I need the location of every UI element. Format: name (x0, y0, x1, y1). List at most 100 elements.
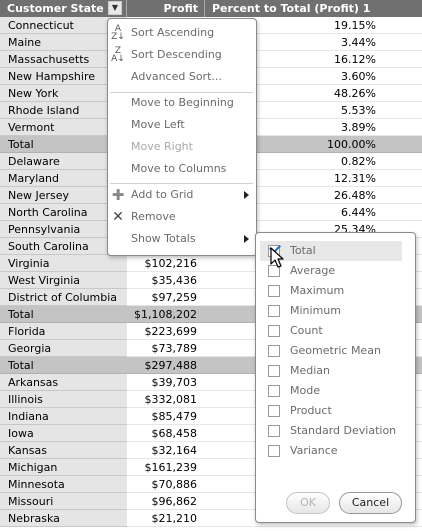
profit-cell: $297,488 (127, 357, 205, 374)
row-header-cell[interactable]: Indiana (0, 408, 127, 425)
profit-cell: $223,699 (127, 323, 205, 340)
row-header-cell[interactable]: Florida (0, 323, 127, 340)
totals-option-variance[interactable]: Variance (256, 441, 415, 461)
menu-item-show-totals[interactable]: Show Totals (108, 228, 256, 250)
row-header-cell[interactable]: Connecticut (0, 17, 127, 34)
option-label: Count (290, 324, 323, 337)
percent-cell: 100.00% (205, 136, 422, 153)
row-header-cell[interactable]: New Hampshire (0, 68, 127, 85)
row-header-cell[interactable]: Vermont (0, 119, 127, 136)
checkbox[interactable] (268, 405, 280, 417)
column-header-profit[interactable]: Profit (127, 0, 205, 17)
totals-option-median[interactable]: Median (256, 361, 415, 381)
option-label: Variance (290, 444, 338, 457)
profit-cell: $161,239 (127, 459, 205, 476)
menu-item-sort-ascending[interactable]: A Z↓ Sort Ascending (108, 22, 256, 44)
checkbox[interactable] (268, 385, 280, 397)
menu-item-label: Move Right (131, 140, 193, 153)
row-header-cell[interactable]: New York (0, 85, 127, 102)
menu-separator (110, 92, 253, 93)
percent-cell: 26.48% (205, 187, 422, 204)
checkbox[interactable] (268, 325, 280, 337)
row-header-cell[interactable]: Maine (0, 34, 127, 51)
row-header-cell[interactable]: Georgia (0, 340, 127, 357)
profit-cell: $32,164 (127, 442, 205, 459)
row-header-cell[interactable]: Total (0, 136, 127, 153)
menu-item-move-to-beginning[interactable]: Move to Beginning (108, 92, 256, 114)
totals-option-geometric-mean[interactable]: Geometric Mean (256, 341, 415, 361)
row-header-cell[interactable]: Michigan (0, 459, 127, 476)
profit-cell: $35,436 (127, 272, 205, 289)
row-header-cell[interactable]: Illinois (0, 391, 127, 408)
percent-cell: 48.26% (205, 85, 422, 102)
menu-item-remove[interactable]: ✕ Remove (108, 206, 256, 228)
row-header-cell[interactable]: North Carolina (0, 204, 127, 221)
menu-item-label: Move Left (131, 118, 185, 131)
menu-item-advanced-sort[interactable]: Advanced Sort... (108, 66, 256, 88)
menu-separator (110, 183, 253, 184)
row-header-cell[interactable]: Pennsylvania (0, 221, 127, 238)
percent-cell: 3.89% (205, 119, 422, 136)
percent-cell: 3.60% (205, 68, 422, 85)
percent-cell: 16.12% (205, 51, 422, 68)
row-header-cell[interactable]: Rhode Island (0, 102, 127, 119)
cancel-button[interactable]: Cancel (339, 492, 402, 514)
totals-option-count[interactable]: Count (256, 321, 415, 341)
option-label: Median (290, 364, 331, 377)
row-header-cell[interactable]: Iowa (0, 425, 127, 442)
totals-option-product[interactable]: Product (256, 401, 415, 421)
option-label: Maximum (290, 284, 345, 297)
option-label: Average (290, 264, 336, 277)
checkbox[interactable] (268, 265, 280, 277)
menu-item-label: Move to Columns (131, 162, 227, 175)
checkbox[interactable] (268, 285, 280, 297)
option-label: Geometric Mean (290, 344, 381, 357)
column-context-menu: A Z↓ Sort Ascending Z A↓ Sort Descending A… (107, 18, 257, 256)
profit-cell: $1,108,202 (127, 306, 205, 323)
checkbox[interactable] (268, 345, 280, 357)
menu-item-add-to-grid[interactable]: ✚ Add to Grid (108, 184, 256, 206)
percent-cell: 5.53% (205, 102, 422, 119)
checkbox[interactable] (268, 445, 280, 457)
totals-option-maximum[interactable]: Maximum (256, 281, 415, 301)
row-header-cell[interactable]: Virginia (0, 255, 127, 272)
column-dropdown-button[interactable]: ▼ (108, 1, 122, 15)
menu-item-move-to-columns[interactable]: Move to Columns (108, 158, 256, 180)
row-header-cell[interactable]: West Virginia (0, 272, 127, 289)
menu-item-label: Remove (131, 210, 176, 223)
percent-cell: 12.31% (205, 170, 422, 187)
menu-item-sort-descending[interactable]: Z A↓ Sort Descending (108, 44, 256, 66)
totals-option-standard-deviation[interactable]: Standard Deviation (256, 421, 415, 441)
row-header-cell[interactable]: Minnesota (0, 476, 127, 493)
menu-item-move-left[interactable]: Move Left (108, 114, 256, 136)
option-label: Product (290, 404, 332, 417)
x-icon: ✕ (112, 209, 124, 225)
row-header-cell[interactable]: New Jersey (0, 187, 127, 204)
checkbox[interactable] (268, 425, 280, 437)
row-header-cell[interactable]: Total (0, 306, 127, 323)
checkbox[interactable] (268, 305, 280, 317)
row-header-cell[interactable]: Massachusetts (0, 51, 127, 68)
row-header-cell[interactable]: Nebraska (0, 510, 127, 527)
profit-cell: $102,216 (127, 255, 205, 272)
row-header-cell[interactable]: Delaware (0, 153, 127, 170)
percent-cell: 0.82% (205, 153, 422, 170)
row-header-cell[interactable]: South Carolina (0, 238, 127, 255)
row-header-cell[interactable]: District of Columbia (0, 289, 127, 306)
row-header-cell[interactable]: Total (0, 357, 127, 374)
totals-option-average[interactable]: Average (256, 261, 415, 281)
column-header-percent-to-total[interactable]: Percent to Total (Profit) 1 (205, 0, 422, 17)
option-label: Mode (290, 384, 320, 397)
row-header-cell[interactable]: Arkansas (0, 374, 127, 391)
column-header-customer-state[interactable]: Customer State ▼ (0, 0, 127, 17)
row-header-cell[interactable]: Missouri (0, 493, 127, 510)
row-header-cell[interactable]: Kansas (0, 442, 127, 459)
profit-cell: $21,210 (127, 510, 205, 527)
row-header-cell[interactable]: Maryland (0, 170, 127, 187)
ok-button[interactable]: OK (286, 492, 330, 514)
totals-option-minimum[interactable]: Minimum (256, 301, 415, 321)
checkbox[interactable] (268, 365, 280, 377)
percent-cell: 19.15% (205, 17, 422, 34)
sort-az-icon: A Z↓ (111, 24, 125, 42)
totals-option-mode[interactable]: Mode (256, 381, 415, 401)
